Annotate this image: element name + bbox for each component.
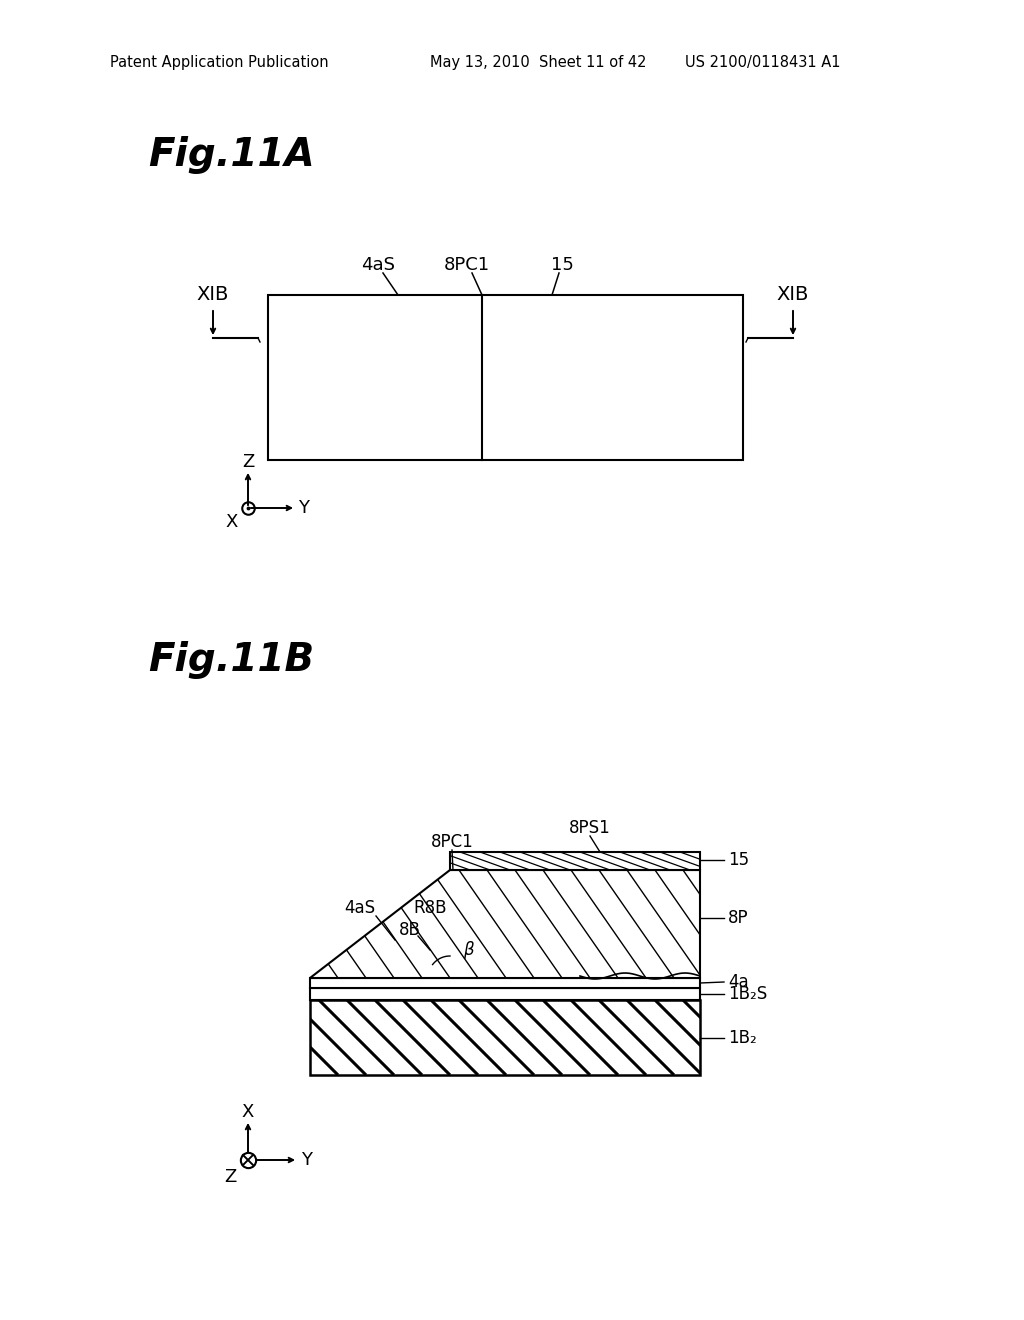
Text: 8PS1: 8PS1 [569,818,611,837]
Text: 1B₂S: 1B₂S [728,985,767,1003]
Text: β: β [463,941,473,960]
Text: 8PC1: 8PC1 [444,256,490,275]
Text: Fig.11A: Fig.11A [148,136,314,174]
Polygon shape [310,1001,700,1074]
Text: Fig.11B: Fig.11B [148,642,314,678]
Bar [268,294,743,459]
Polygon shape [310,870,700,978]
Text: Z: Z [242,453,254,471]
Polygon shape [310,987,700,1001]
Text: Z: Z [224,1168,237,1185]
Text: 15: 15 [728,851,750,869]
Text: 4a: 4a [728,973,749,991]
Text: R8B: R8B [414,899,446,917]
Text: 4aS: 4aS [344,899,376,917]
Text: Y: Y [299,499,309,517]
Text: Y: Y [301,1151,312,1170]
Text: X: X [242,1104,254,1121]
Text: 8P: 8P [728,909,749,927]
Text: X: X [226,513,239,531]
Polygon shape [450,851,700,870]
Text: 15: 15 [551,256,573,275]
Text: 8PC1: 8PC1 [431,833,473,851]
Polygon shape [310,978,700,987]
Text: XIB: XIB [197,285,229,305]
Text: Patent Application Publication: Patent Application Publication [110,54,329,70]
Text: US 2100/0118431 A1: US 2100/0118431 A1 [685,54,841,70]
Text: 8B: 8B [399,921,421,939]
Text: May 13, 2010  Sheet 11 of 42: May 13, 2010 Sheet 11 of 42 [430,54,646,70]
Text: XIB: XIB [777,285,809,305]
Text: 4aS: 4aS [361,256,395,275]
Text: 1B₂: 1B₂ [728,1030,757,1047]
